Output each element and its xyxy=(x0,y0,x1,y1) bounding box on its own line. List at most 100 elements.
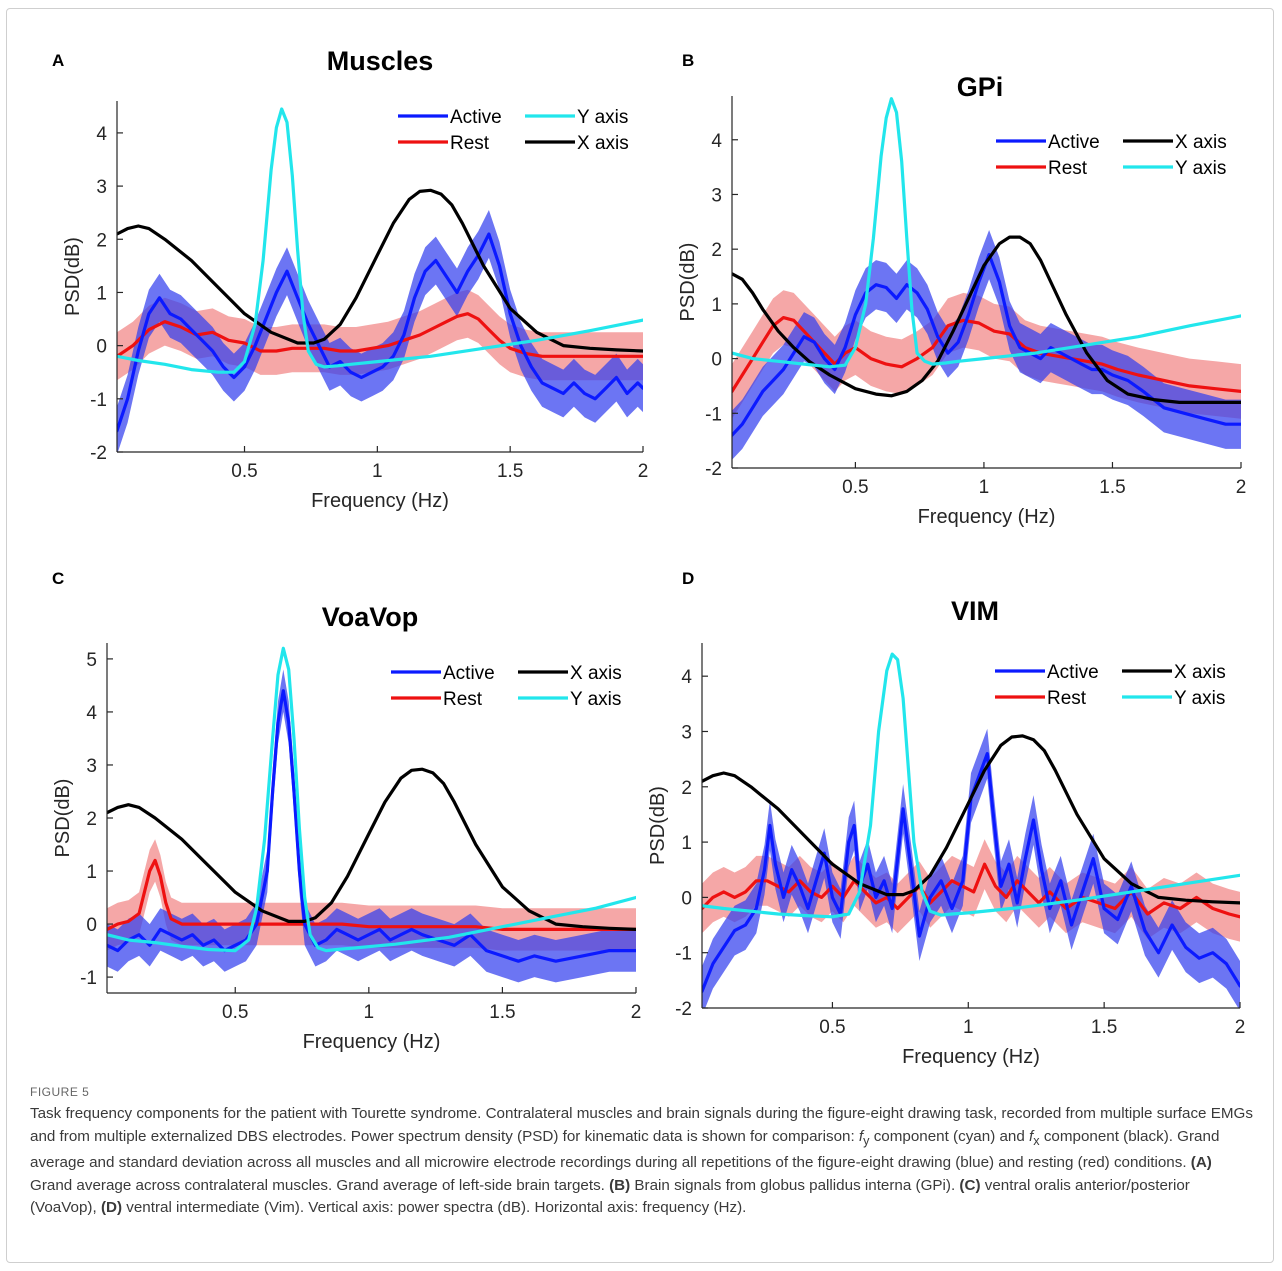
y-tick-label: -1 xyxy=(90,390,107,411)
legend: Active X axis Rest Y axis xyxy=(995,662,1226,709)
legend-label: Rest xyxy=(450,133,490,154)
x-tick-label: 1.5 xyxy=(1091,1017,1117,1038)
x-tick-label: 2 xyxy=(631,1002,642,1023)
y-tick-label: 3 xyxy=(711,185,722,206)
series-line-x-axis xyxy=(107,767,636,932)
y-axis-label: PSD(dB) xyxy=(52,779,74,858)
y-tick-label: -2 xyxy=(675,999,692,1020)
legend-label: Y axis xyxy=(1174,688,1225,709)
legend-label: Rest xyxy=(1048,158,1088,179)
y-tick-label: 4 xyxy=(86,703,97,724)
sd-band-active xyxy=(107,669,636,983)
y-tick-label: 2 xyxy=(711,240,722,261)
panel-letter: A xyxy=(52,51,64,70)
caption-segment: (C) xyxy=(959,1176,981,1194)
chart-title: VoaVop xyxy=(322,602,419,632)
x-tick-label: 1.5 xyxy=(489,1002,515,1023)
series-line-y-axis xyxy=(732,97,1241,369)
caption-segment: component (black). Grand average and sta… xyxy=(30,1127,1220,1172)
plot-area xyxy=(107,646,636,983)
x-axis-label: Frequency (Hz) xyxy=(918,506,1056,528)
plot-area xyxy=(732,97,1241,460)
figure-caption: FIGURE 5 Task frequency components for t… xyxy=(30,1085,1255,1220)
sd-band-active xyxy=(702,728,1240,1008)
legend: Active Y axis Rest X axis xyxy=(398,107,629,154)
y-tick-label: 2 xyxy=(96,230,107,251)
chart-panel-b: B GPi 0.5 1 1.5 2 -2 -1 0 1 2 3 4 Frequency (Hz) PSD(d… xyxy=(677,51,1246,528)
series-line-y-axis xyxy=(107,646,636,953)
chart-title: VIM xyxy=(951,596,999,626)
caption-text: Task frequency components for the patien… xyxy=(30,1103,1255,1220)
legend-label: X axis xyxy=(1175,132,1227,153)
series-line-active xyxy=(117,232,643,433)
y-tick-label: 4 xyxy=(711,131,722,152)
chart-title: Muscles xyxy=(327,46,434,76)
y-tick-label: 4 xyxy=(96,124,107,145)
panel-letter: D xyxy=(682,569,694,588)
x-tick-label: 1.5 xyxy=(497,461,523,482)
y-tick-label: 3 xyxy=(96,177,107,198)
legend: Active X axis Rest Y axis xyxy=(391,663,622,710)
series-line-y-axis xyxy=(117,107,643,374)
y-tick-label: 3 xyxy=(681,722,692,743)
series-line-x-axis xyxy=(732,235,1241,404)
y-tick-label: -1 xyxy=(675,944,692,965)
caption-segment: Brain signals from globus pallidus inter… xyxy=(630,1176,960,1194)
x-tick-label: 0.5 xyxy=(819,1017,845,1038)
legend-label: Y axis xyxy=(570,689,621,710)
y-tick-label: 4 xyxy=(681,667,692,688)
x-tick-label: 1 xyxy=(364,1002,375,1023)
caption-segment: y xyxy=(863,1133,870,1148)
figure-frame xyxy=(6,8,1274,1263)
x-axis-label: Frequency (Hz) xyxy=(902,1046,1040,1068)
x-tick-label: 0.5 xyxy=(222,1002,248,1023)
y-axis-label: PSD(dB) xyxy=(647,786,669,865)
legend-label: Y axis xyxy=(1175,158,1226,179)
series-line-rest xyxy=(107,858,636,932)
legend-label: X axis xyxy=(570,663,622,684)
caption-segment: component (cyan) and xyxy=(869,1127,1030,1145)
legend-label: X axis xyxy=(1174,662,1226,683)
caption-segment: f xyxy=(1029,1127,1034,1145)
chart-panel-a: A Muscles 0.5 1 1.5 2 -2 -1 0 1 2 3 4 Frequency (Hz) P… xyxy=(52,46,648,512)
legend-label: Active xyxy=(443,663,495,684)
x-tick-label: 2 xyxy=(1235,1017,1246,1038)
caption-segment: (D) xyxy=(100,1199,123,1217)
series-line-rest xyxy=(732,316,1241,393)
legend-label: Rest xyxy=(1047,688,1087,709)
x-tick-label: 1.5 xyxy=(1099,477,1125,498)
x-tick-label: 1 xyxy=(372,461,383,482)
series-line-y-axis xyxy=(702,652,1240,919)
series-line-rest xyxy=(117,312,643,358)
caption-segment: ventral oralis anterior/posterior (VoaVo… xyxy=(30,1176,1190,1217)
y-tick-label: -2 xyxy=(705,459,722,480)
y-tick-label: 1 xyxy=(681,833,692,854)
figure-label: FIGURE 5 xyxy=(30,1085,90,1099)
x-tick-label: 0.5 xyxy=(842,477,868,498)
x-axis-label: Frequency (Hz) xyxy=(303,1031,441,1053)
figure-panels: A Muscles 0.5 1 1.5 2 -2 -1 0 1 2 3 4 Frequency (Hz) P… xyxy=(52,46,1246,1068)
x-tick-label: 1 xyxy=(979,477,990,498)
panel-letter: C xyxy=(52,569,64,588)
y-tick-label: 1 xyxy=(96,283,107,304)
y-tick-label: 3 xyxy=(86,756,97,777)
plot-area xyxy=(702,652,1240,1008)
caption-segment: Task frequency components for the patien… xyxy=(30,1105,1253,1145)
legend-label: Active xyxy=(1047,662,1099,683)
panel-letter: B xyxy=(682,51,694,70)
x-tick-label: 0.5 xyxy=(231,461,257,482)
y-tick-label: -2 xyxy=(90,443,107,464)
legend-label: Active xyxy=(450,107,502,128)
caption-segment: (A) xyxy=(1190,1154,1212,1172)
chart-panel-c: C VoaVop 0.5 1 1.5 2 -1 0 1 2 3 4 5 Frequency (Hz) PSD… xyxy=(52,569,641,1053)
caption-segment: Grand average across contralateral muscl… xyxy=(30,1176,610,1194)
caption-segment: x xyxy=(1033,1133,1040,1148)
y-tick-label: 1 xyxy=(711,295,722,316)
y-tick-label: 0 xyxy=(711,350,722,371)
y-axis-label: PSD(dB) xyxy=(62,237,84,316)
x-tick-label: 1 xyxy=(963,1017,974,1038)
y-tick-label: 0 xyxy=(86,915,97,936)
series-line-x-axis xyxy=(702,734,1240,905)
legend-label: Active xyxy=(1048,132,1100,153)
series-line-active xyxy=(107,689,636,963)
